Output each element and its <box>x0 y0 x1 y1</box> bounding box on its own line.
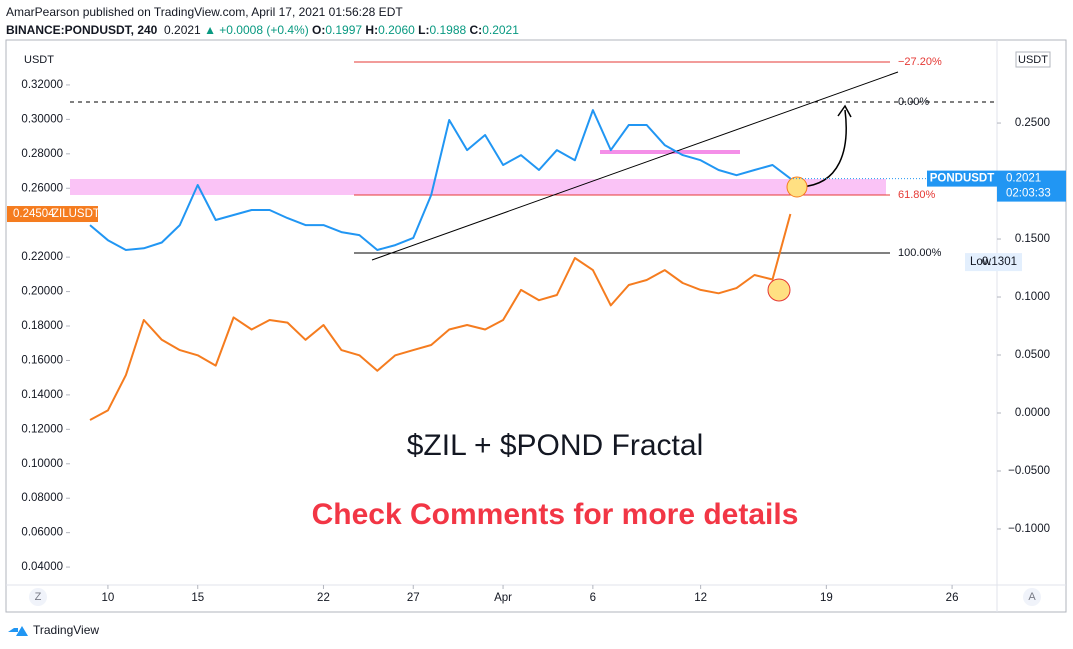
y2-tick-label: 0.0000 <box>1015 407 1050 419</box>
annotation: $ZIL + $POND Fractal <box>407 429 703 462</box>
zone <box>70 179 886 195</box>
annotation: Check Comments for more details <box>312 498 799 531</box>
highlight <box>786 176 808 198</box>
arrow-head <box>837 104 852 118</box>
y-tick-label: 0.22000 <box>21 251 63 263</box>
fib-label: 61.80% <box>898 189 936 201</box>
price-tag-value: 0.2021 <box>1006 173 1041 185</box>
x-tick-label: 22 <box>317 592 330 604</box>
x-tick-label: 15 <box>191 592 204 604</box>
fib-label: 100.00% <box>898 247 942 259</box>
low-tag <box>965 253 1022 272</box>
y-unit: USDT <box>24 54 54 66</box>
button-label[interactable]: Z <box>35 591 42 603</box>
y-tick-label: 0.28000 <box>21 148 63 160</box>
x-tick-label: 26 <box>946 592 959 604</box>
series-line <box>89 213 792 421</box>
x-tick-label: 12 <box>694 592 707 604</box>
x-tick-label: 10 <box>102 592 115 604</box>
y2-tick-label: −0.0500 <box>1008 465 1050 477</box>
y-tick-label: 0.14000 <box>21 389 63 401</box>
symbol: BINANCE:PONDUSDT, 240 <box>6 23 158 37</box>
price-tag <box>997 170 1066 202</box>
series-group <box>89 109 792 421</box>
x-tick-label: 27 <box>407 592 420 604</box>
ohlc-key: L: <box>418 23 430 37</box>
y-tick-label: 0.12000 <box>21 423 63 435</box>
x-tick-label: Apr <box>494 592 512 604</box>
auto-button[interactable] <box>1023 588 1041 606</box>
highlight <box>767 278 791 302</box>
logo <box>8 626 28 636</box>
publisher: AmarPearson published on TradingView.com… <box>6 5 403 19</box>
low-value: 0.1301 <box>982 256 1017 268</box>
series-line <box>89 109 792 251</box>
trend-line <box>371 71 899 261</box>
y-tick-label: 0.04000 <box>21 561 63 573</box>
y-tick-label: 0.16000 <box>21 354 63 366</box>
y-tick-label: 0.30000 <box>21 113 63 125</box>
fib-label: 0.00% <box>898 96 929 108</box>
y2-tick-label: −0.1000 <box>1008 523 1050 535</box>
y2-tick-label: 0.1000 <box>1015 291 1050 303</box>
brand: TradingView <box>33 623 99 637</box>
low-label: Low <box>970 256 992 268</box>
y-tick-label: 0.18000 <box>21 320 63 332</box>
ohlc-key: C: <box>469 23 483 37</box>
price-tag-value: 0.24504 <box>13 208 55 220</box>
price-tag <box>927 170 997 187</box>
x-tick-label: 6 <box>590 592 596 604</box>
fib-label: −27.20% <box>898 56 942 68</box>
symbol-line: BINANCE:PONDUSDT, 240 0.2021 ▲ +0.0008 (… <box>6 23 522 37</box>
change: ▲ +0.0008 (+0.4%) <box>204 23 309 37</box>
ohlc-value: 0.1997 <box>325 23 363 37</box>
y2-tick-label: 0.1500 <box>1015 233 1050 245</box>
ohlc-value: 0.1988 <box>429 23 467 37</box>
arrow <box>799 109 847 188</box>
ohlc-value: 0.2021 <box>482 23 519 37</box>
y-tick-label: 0.08000 <box>21 492 63 504</box>
y-tick-label: 0.26000 <box>21 182 63 194</box>
y-tick-label: 0.32000 <box>21 79 63 91</box>
ohlc-key: O: <box>312 23 326 37</box>
countdown: 02:03:33 <box>1006 188 1051 200</box>
y2-tick-label: 0.2500 <box>1015 117 1050 129</box>
price-tag-name: PONDUSDT <box>930 173 995 185</box>
ohlc-value: 0.2060 <box>378 23 415 37</box>
unit-box <box>1015 51 1051 68</box>
y-tick-label: 0.06000 <box>21 527 63 539</box>
y-tick-label: 0.10000 <box>21 458 63 470</box>
scale-button[interactable] <box>29 588 47 606</box>
frame <box>5 39 1067 613</box>
price-tag <box>7 206 98 223</box>
y-tick-label: 0.20000 <box>21 286 63 298</box>
button-label[interactable]: A <box>1028 591 1036 603</box>
ohlc: O:0.1997 H:0.2060 L:0.1988 C:0.2021 <box>312 23 522 37</box>
y2-tick-label: 0.0500 <box>1015 349 1050 361</box>
price: 0.2021 <box>164 23 201 37</box>
ohlc-key: H: <box>365 23 379 37</box>
price-tag-name: ZILUSDT <box>52 208 100 220</box>
x-tick-label: 19 <box>820 592 833 604</box>
y2-unit: USDT <box>1018 54 1048 66</box>
